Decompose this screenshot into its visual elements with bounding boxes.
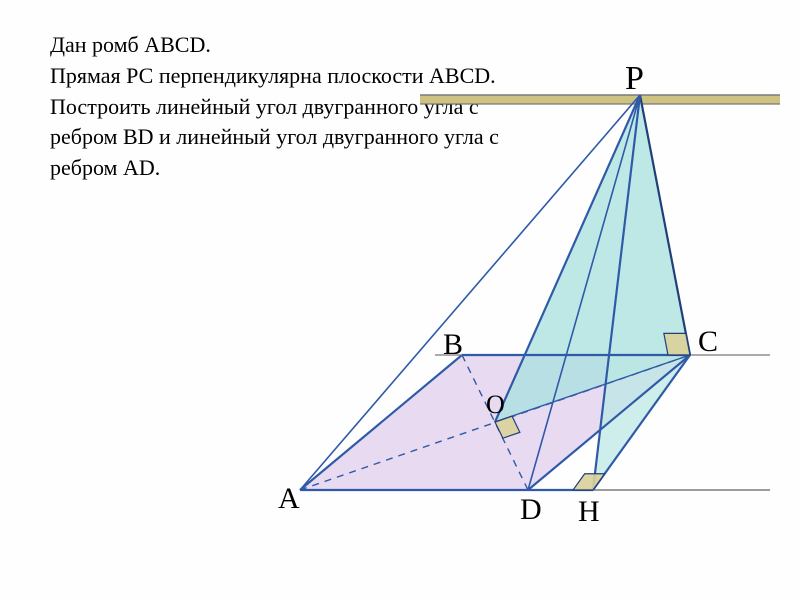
geometry-diagram [0, 0, 800, 600]
vertex-label-D: D [520, 493, 542, 527]
vertex-label-H: H [578, 495, 600, 529]
vertex-label-B: B [443, 328, 463, 362]
vertex-label-C: C [698, 325, 718, 359]
diagram-svg [0, 0, 800, 600]
vertex-label-O: O [486, 390, 505, 420]
vertex-label-A: A [278, 482, 300, 516]
vertex-label-P: P [625, 60, 644, 98]
